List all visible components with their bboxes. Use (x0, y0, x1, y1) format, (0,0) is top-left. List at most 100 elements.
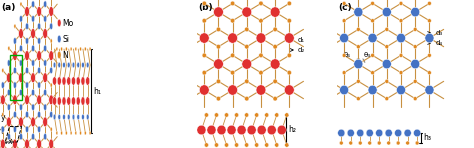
Circle shape (31, 1, 35, 7)
Circle shape (2, 83, 4, 87)
Circle shape (245, 79, 249, 84)
Circle shape (56, 47, 58, 51)
Circle shape (20, 61, 22, 65)
Circle shape (7, 117, 11, 127)
Circle shape (72, 114, 75, 120)
Circle shape (26, 39, 28, 43)
Circle shape (26, 68, 28, 73)
Circle shape (7, 73, 11, 83)
Circle shape (8, 46, 10, 50)
Text: h₃: h₃ (423, 133, 431, 143)
Circle shape (61, 131, 63, 135)
Circle shape (58, 62, 61, 68)
Circle shape (20, 90, 22, 95)
Circle shape (44, 90, 46, 95)
Circle shape (8, 105, 10, 109)
Circle shape (44, 133, 47, 140)
Circle shape (19, 45, 23, 52)
Circle shape (18, 29, 23, 39)
Circle shape (214, 143, 219, 147)
Circle shape (284, 33, 294, 43)
Circle shape (50, 39, 52, 43)
Circle shape (396, 141, 400, 145)
Circle shape (57, 19, 61, 27)
Text: x: x (7, 137, 12, 147)
Circle shape (57, 51, 61, 59)
Circle shape (26, 24, 28, 28)
Circle shape (385, 45, 389, 49)
Circle shape (49, 139, 54, 148)
Text: d₄: d₄ (435, 40, 442, 46)
Circle shape (428, 71, 431, 75)
Circle shape (37, 67, 41, 74)
Circle shape (387, 141, 391, 145)
Circle shape (256, 33, 266, 43)
Circle shape (245, 96, 249, 101)
Circle shape (53, 62, 56, 68)
Circle shape (371, 19, 374, 23)
Circle shape (399, 1, 403, 5)
Text: Si: Si (62, 34, 69, 44)
Circle shape (25, 51, 29, 61)
Circle shape (273, 44, 277, 49)
Circle shape (396, 85, 406, 95)
Circle shape (76, 97, 80, 105)
Circle shape (44, 104, 47, 111)
Circle shape (228, 33, 237, 43)
Circle shape (18, 117, 23, 127)
Circle shape (44, 89, 47, 96)
Circle shape (31, 89, 35, 96)
Circle shape (214, 113, 219, 117)
Circle shape (273, 27, 277, 32)
Circle shape (204, 113, 209, 117)
Circle shape (2, 127, 4, 131)
Circle shape (38, 112, 40, 117)
Circle shape (89, 131, 91, 135)
Circle shape (264, 113, 269, 117)
Circle shape (410, 59, 420, 69)
Circle shape (413, 79, 417, 83)
Circle shape (0, 139, 5, 148)
Circle shape (38, 24, 40, 28)
Circle shape (49, 7, 54, 16)
Circle shape (235, 113, 238, 117)
Circle shape (8, 90, 10, 95)
Circle shape (80, 131, 82, 135)
Circle shape (225, 113, 228, 117)
Circle shape (44, 134, 46, 139)
Circle shape (32, 105, 34, 109)
Circle shape (50, 112, 52, 117)
Circle shape (80, 47, 82, 51)
Circle shape (342, 71, 346, 75)
Circle shape (26, 112, 28, 117)
Circle shape (32, 17, 34, 21)
Circle shape (37, 126, 41, 133)
Circle shape (57, 97, 61, 105)
Circle shape (358, 141, 362, 145)
Circle shape (227, 125, 236, 135)
Circle shape (259, 53, 263, 58)
Circle shape (50, 83, 52, 87)
Circle shape (216, 27, 220, 32)
Circle shape (242, 59, 252, 69)
Text: d₂: d₂ (298, 47, 305, 53)
Circle shape (342, 1, 346, 5)
Circle shape (237, 125, 246, 135)
Circle shape (38, 83, 40, 87)
Circle shape (13, 38, 17, 44)
Circle shape (50, 68, 52, 73)
Circle shape (32, 61, 34, 65)
Circle shape (14, 83, 16, 87)
Circle shape (285, 113, 289, 117)
Circle shape (371, 71, 374, 75)
Circle shape (36, 7, 41, 16)
Circle shape (61, 47, 63, 51)
Circle shape (67, 97, 71, 105)
Circle shape (72, 97, 75, 105)
Circle shape (19, 104, 23, 111)
Circle shape (86, 62, 89, 68)
Circle shape (32, 46, 34, 50)
Circle shape (37, 111, 41, 118)
Circle shape (410, 7, 420, 17)
Circle shape (274, 143, 279, 147)
